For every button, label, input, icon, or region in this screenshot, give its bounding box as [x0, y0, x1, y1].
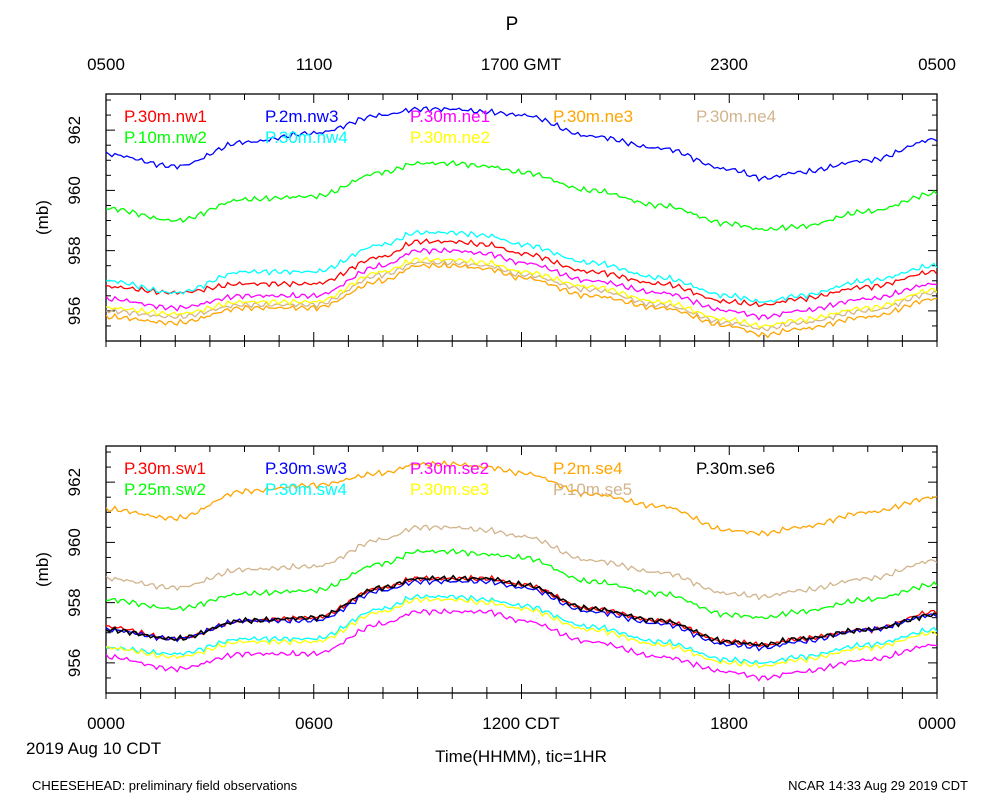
legend-entry: P.2m.se4 [553, 459, 623, 478]
bottom-tick-label: 0000 [87, 714, 125, 733]
legend-entry: P.30m.ne1 [410, 107, 490, 126]
legend-entry: P.10m.se5 [553, 480, 632, 499]
series-line-P-25m-sw2 [106, 548, 937, 620]
legend-entry: P.30m.sw1 [124, 459, 206, 478]
series-line-P-10m-nw2 [106, 160, 937, 232]
y-axis-label: (mb) [33, 552, 52, 587]
legend-entry: P.25m.sw2 [124, 480, 206, 499]
y-tick-label: 956 [65, 649, 84, 677]
legend-entry: P.30m.nw4 [265, 128, 348, 147]
series-line-P-2m-nw3 [106, 106, 937, 182]
top-tick-label: 1700 GMT [481, 55, 561, 74]
series-line-P-30m-se2 [106, 608, 937, 682]
legend-entry: P.30m.ne3 [553, 107, 633, 126]
bottom-tick-label: 1200 CDT [482, 714, 559, 733]
series-line-P-30m-se3 [106, 596, 937, 669]
y-axis-label: (mb) [33, 200, 52, 235]
series-line-P-30m-nw1 [106, 238, 937, 308]
plot-frame [105, 93, 938, 342]
y-tick-label: 958 [65, 588, 84, 616]
y-tick-label: 956 [65, 297, 84, 325]
series-line-P-30m-sw4 [106, 593, 937, 665]
series-line-P-30m-ne4 [106, 258, 937, 332]
series-line-P-2m-se4 [106, 460, 937, 537]
chart-title: P [506, 14, 519, 35]
legend-entry: P.30m.ne4 [696, 107, 776, 126]
panel-south: 956 958 960 962 (mb) P.30m.sw1 P.30m.sw3 P.30m.… [33, 445, 938, 699]
y-tick-label: 960 [65, 528, 84, 556]
series-line-P-30m-ne3 [106, 261, 937, 339]
bottom-tick-label: 0600 [295, 714, 333, 733]
series-line-P-30m-se6 [106, 574, 937, 648]
date-label: 2019 Aug 10 CDT [26, 739, 161, 758]
legend-entry: P.30m.nw1 [124, 107, 207, 126]
legend-entry: P.30m.ne2 [410, 128, 490, 147]
legend-entry: P.10m.nw2 [124, 128, 207, 147]
footer-right: NCAR 14:33 Aug 29 2019 CDT [788, 778, 968, 793]
legend-entry: P.30m.sw4 [265, 480, 347, 499]
top-tick-label: 1100 [296, 55, 333, 74]
plot-frame [105, 445, 938, 694]
y-tick-label: 958 [65, 236, 84, 264]
legend-entry: P.30m.se2 [410, 459, 489, 478]
y-tick-label: 962 [65, 116, 84, 144]
series-line-P-30m-sw3 [106, 577, 937, 652]
x-axis-label: Time(HHMM), tic=1HR [435, 747, 607, 766]
bottom-tick-label: 1800 [710, 714, 748, 733]
legend-entry: P.30m.se3 [410, 480, 489, 499]
series-line-P-30m-ne1 [106, 247, 937, 321]
panel-north: 956 958 960 962 (mb) P.30m.nw1 P.2m.nw3 P.30m.n… [33, 93, 938, 347]
footer-left: CHEESEHEAD: preliminary field observatio… [32, 778, 298, 793]
legend-entry: P.30m.sw3 [265, 459, 347, 478]
top-tick-label: 0500 [918, 55, 956, 74]
legend-entry: P.30m.se6 [696, 459, 775, 478]
top-tick-label: 0500 [87, 55, 125, 74]
series-line-P-30m-ne2 [106, 256, 937, 329]
top-tick-label: 2300 [710, 55, 748, 74]
legend-entry: P.2m.nw3 [265, 107, 338, 126]
bottom-tick-label: 0000 [918, 714, 956, 733]
series-line-P-30m-nw4 [106, 229, 937, 303]
y-tick-label: 962 [65, 468, 84, 496]
y-tick-label: 960 [65, 176, 84, 204]
series-line-P-10m-se5 [106, 524, 937, 601]
